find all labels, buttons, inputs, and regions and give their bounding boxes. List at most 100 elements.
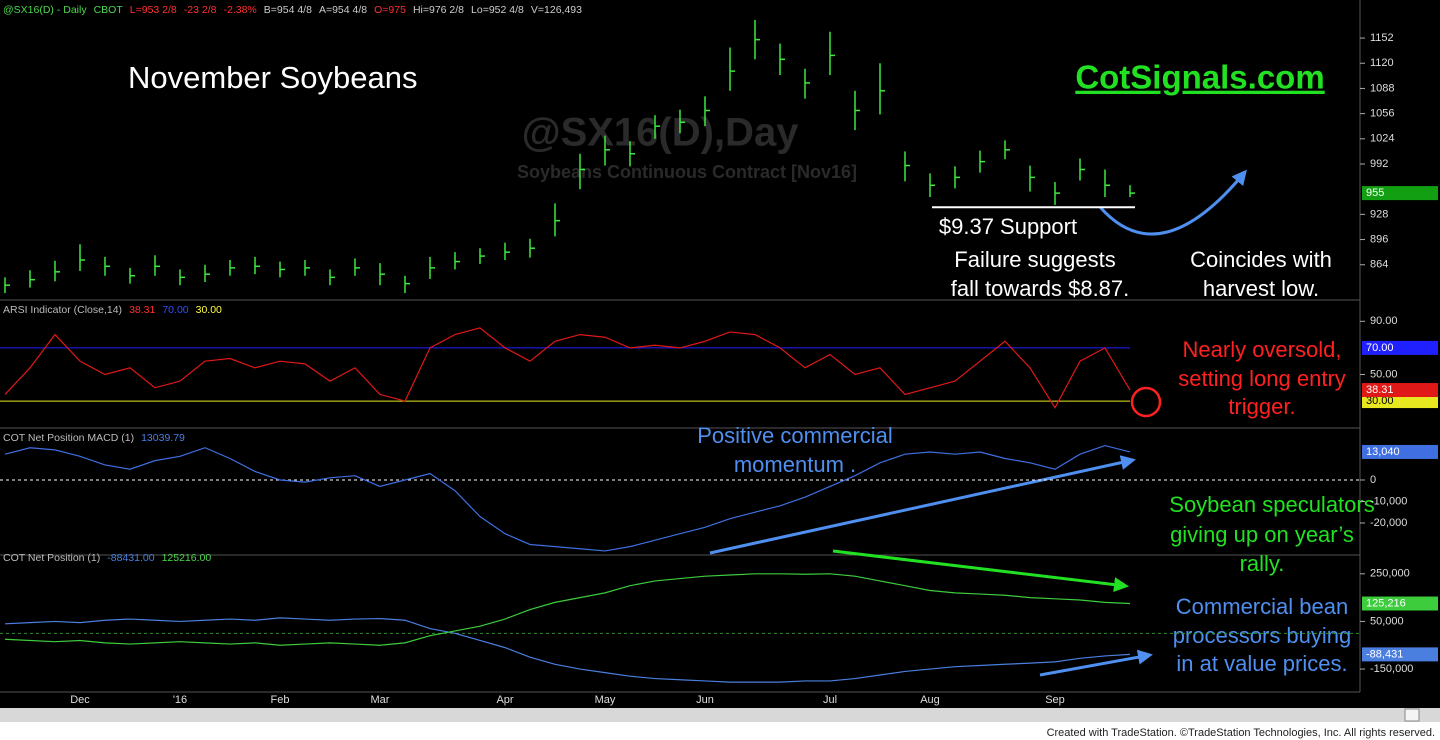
footer: Created with TradeStation. ©TradeStation… <box>1047 727 1435 739</box>
header-item: O=975 <box>374 4 406 16</box>
y-tick-label: 1088 <box>1370 82 1394 94</box>
panel-header: COT Net Position MACD (1) 13039.79 <box>3 432 185 444</box>
header-item: -88431.00 <box>107 552 154 564</box>
annotation: Positive commercial <box>697 423 893 448</box>
y-tick-label: 896 <box>1370 233 1388 245</box>
header-item: 13039.79 <box>141 432 185 444</box>
y-tick-label: 1024 <box>1370 133 1394 145</box>
value-box <box>1362 394 1438 409</box>
y-tick-label: 1152 <box>1370 32 1394 44</box>
x-tick-label: Dec <box>70 694 90 706</box>
y-tick-label: 50,000 <box>1370 615 1404 627</box>
indicator-line <box>4 444 1131 552</box>
scroll-thumb[interactable] <box>1404 708 1420 722</box>
y-tick-label: 864 <box>1370 259 1388 271</box>
header-item: A=954 4/8 <box>319 4 367 16</box>
header-item: V=126,493 <box>531 4 582 16</box>
series-line <box>4 573 1131 646</box>
watermark-subtitle: Soybeans Continuous Contract [Nov16] <box>517 162 857 182</box>
value-box-label: 70.00 <box>1366 342 1394 354</box>
x-tick-label: Apr <box>496 694 513 706</box>
annotation: rally. <box>1240 551 1285 576</box>
header-item: -2.38% <box>223 4 256 16</box>
y-tick-label: 50.00 <box>1370 368 1398 380</box>
value-box <box>1362 596 1438 611</box>
value-box <box>1362 340 1438 355</box>
value-box <box>1362 186 1438 201</box>
header-item: B=954 4/8 <box>264 4 312 16</box>
footer-bar <box>0 722 1440 740</box>
header-item: Hi=976 2/8 <box>413 4 464 16</box>
y-tick-label: -20,000 <box>1370 517 1407 529</box>
series-line <box>4 617 1131 683</box>
header-item: @SX16(D) - Daily <box>3 4 87 16</box>
value-box-label: -88,431 <box>1366 648 1403 660</box>
indicator-line <box>4 327 1131 409</box>
circle-highlight <box>1130 386 1162 418</box>
annotation: Failure suggests <box>954 247 1115 272</box>
header-item: ARSI Indicator (Close,14) <box>3 304 122 316</box>
header-item: L=953 2/8 <box>130 4 177 16</box>
y-tick-label: -10,000 <box>1370 495 1407 507</box>
value-box-label: 30.00 <box>1366 395 1394 407</box>
header-item: 70.00 <box>162 304 188 316</box>
annotation: momentum . <box>734 452 856 477</box>
y-tick-label: 90.00 <box>1370 315 1398 327</box>
x-tick-label: Jul <box>823 694 837 706</box>
x-tick-label: Sep <box>1045 694 1065 706</box>
value-box <box>1362 647 1438 662</box>
header-item: CBOT <box>94 4 124 16</box>
y-tick-label: 250,000 <box>1370 568 1410 580</box>
x-tick-label: Jun <box>696 694 714 706</box>
annotation: Soybean speculators <box>1169 492 1374 517</box>
annotation: $9.37 Support <box>939 214 1077 239</box>
y-tick-label: 992 <box>1370 158 1388 170</box>
y-tick-label: 1120 <box>1370 57 1394 69</box>
header-item: COT Net Position (1) <box>3 552 100 564</box>
arrow <box>709 455 1136 555</box>
header-item: -23 2/8 <box>184 4 217 16</box>
annotation: in at value prices. <box>1176 651 1347 676</box>
header-item: Lo=952 4/8 <box>471 4 524 16</box>
y-tick-label: 0 <box>1370 474 1376 486</box>
header-item: COT Net Position MACD (1) <box>3 432 134 444</box>
panel-header: COT Net Position (1) -88431.00 125216.00 <box>3 552 211 564</box>
arrow <box>832 549 1129 593</box>
header-item: 125216.00 <box>162 552 212 564</box>
y-tick-label: 928 <box>1370 208 1388 220</box>
annotation: fall towards $8.87. <box>951 276 1130 301</box>
x-tick-label: Aug <box>920 694 940 706</box>
watermark: @SX16(D),Day <box>522 111 800 155</box>
x-tick-label: Feb <box>271 694 290 706</box>
x-tick-label: Mar <box>371 694 390 706</box>
value-box-label: 125,216 <box>1366 597 1406 609</box>
annotation: trigger. <box>1228 394 1295 419</box>
panel-frames <box>0 0 1361 693</box>
x-tick-label: '16 <box>173 694 187 706</box>
annotation: giving up on year’s <box>1170 522 1354 547</box>
y-tick-label: -150,000 <box>1370 663 1413 675</box>
annotation: harvest low. <box>1203 276 1319 301</box>
x-tick-label: May <box>595 694 616 706</box>
scrollbar[interactable] <box>0 708 1440 722</box>
value-box <box>1362 444 1438 459</box>
chart-title: November Soybeans <box>128 60 418 95</box>
annotation: processors buying <box>1173 623 1352 648</box>
annotation: Nearly oversold, <box>1183 337 1342 362</box>
arrow <box>1039 649 1153 677</box>
arrow <box>1098 169 1247 236</box>
brand: CotSignals.com <box>1075 59 1324 96</box>
y-tick-label: 1056 <box>1370 108 1394 120</box>
annotation: Coincides with <box>1190 247 1332 272</box>
annotation: setting long entry <box>1178 366 1346 391</box>
panel-header: @SX16(D) - Daily CBOT L=953 2/8 -23 2/8 -2.3… <box>3 4 582 16</box>
panel-header: ARSI Indicator (Close,14) 38.31 70.00 30.00 <box>3 304 222 316</box>
value-box-label: 38.31 <box>1366 384 1394 396</box>
header-item: 38.31 <box>129 304 155 316</box>
value-box-label: 13,040 <box>1366 446 1400 458</box>
value-box-label: 955 <box>1366 187 1384 199</box>
value-box <box>1362 383 1438 398</box>
